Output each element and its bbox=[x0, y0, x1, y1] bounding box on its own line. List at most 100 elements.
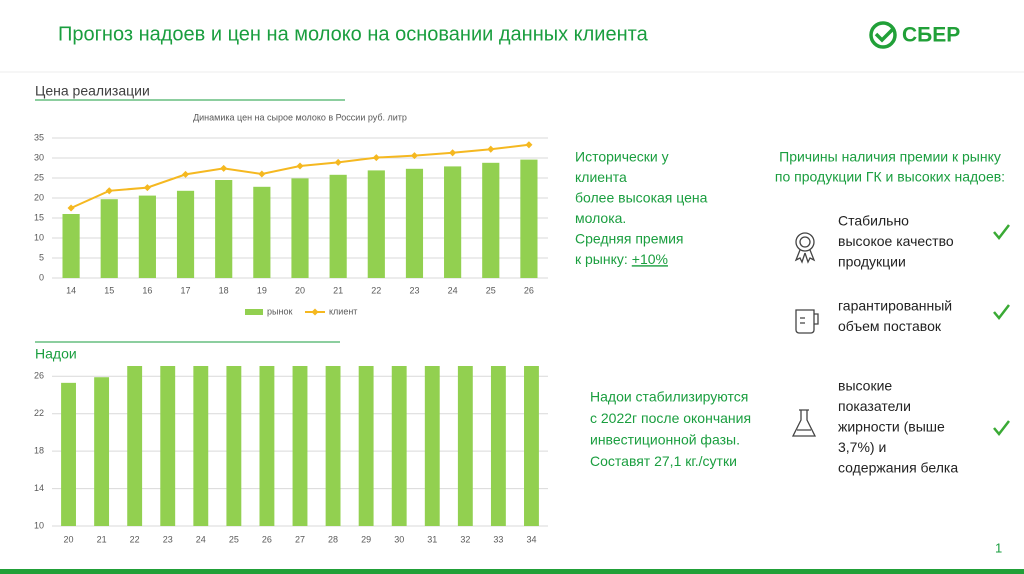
x-tick-label: 21 bbox=[333, 285, 343, 295]
bar bbox=[329, 174, 347, 278]
y-tick-label: 25 bbox=[34, 172, 44, 182]
y-tick-label: 10 bbox=[34, 232, 44, 242]
reason-line: жирности (выше bbox=[838, 419, 945, 435]
bar bbox=[253, 186, 271, 278]
reason-line: продукции bbox=[838, 254, 906, 270]
y-tick-label: 35 bbox=[34, 132, 44, 142]
x-tick-label: 16 bbox=[142, 285, 152, 295]
note-line: инвестиционной фазы. bbox=[590, 432, 740, 448]
logo-text: СБЕР bbox=[902, 24, 960, 47]
bar bbox=[61, 382, 76, 526]
page-number: 1 bbox=[995, 540, 1002, 555]
x-tick-label: 14 bbox=[66, 285, 76, 295]
bar bbox=[100, 199, 118, 278]
x-tick-label: 17 bbox=[181, 285, 191, 295]
point bbox=[372, 154, 380, 162]
note-line: к рынку: bbox=[575, 251, 628, 267]
legend-label: рынок bbox=[267, 306, 292, 316]
bar bbox=[193, 366, 209, 526]
slide-title: Прогноз надоев и цен на молоко на основа… bbox=[58, 23, 649, 45]
bar bbox=[391, 366, 407, 526]
x-tick-label: 18 bbox=[219, 285, 229, 295]
logo-ring bbox=[869, 21, 897, 49]
x-tick-label: 34 bbox=[526, 534, 536, 544]
x-tick-label: 26 bbox=[524, 285, 534, 295]
checkmark bbox=[993, 224, 1010, 240]
point bbox=[143, 184, 151, 192]
bar bbox=[138, 195, 156, 278]
reason-line: объем поставок bbox=[838, 318, 942, 334]
x-tick-label: 26 bbox=[262, 534, 272, 544]
point bbox=[296, 162, 304, 170]
point bbox=[525, 141, 533, 149]
bar bbox=[482, 162, 500, 278]
bar bbox=[490, 366, 506, 526]
checkmark bbox=[993, 304, 1010, 320]
x-tick-label: 22 bbox=[371, 285, 381, 295]
legend-label: клиент bbox=[329, 306, 357, 316]
x-tick-label: 28 bbox=[328, 534, 338, 544]
note-line: более высокая цена bbox=[575, 190, 708, 206]
note-line: клиента bbox=[575, 169, 627, 185]
y-tick-label: 0 bbox=[39, 272, 44, 282]
x-tick-label: 23 bbox=[163, 534, 173, 544]
x-tick-label: 25 bbox=[229, 534, 239, 544]
point bbox=[182, 170, 190, 178]
point bbox=[105, 187, 113, 195]
bar bbox=[292, 366, 308, 526]
bar bbox=[127, 366, 143, 526]
bar bbox=[94, 377, 110, 526]
chart-title: Динамика цен на сырое молоко в России ру… bbox=[193, 112, 407, 122]
reason-line: высокие bbox=[838, 378, 892, 394]
legend-swatch bbox=[245, 309, 263, 315]
reasons-heading: по продукции ГК и высоких надоев: bbox=[775, 169, 1005, 185]
section-title: Надои bbox=[35, 346, 77, 362]
y-tick-label: 30 bbox=[34, 152, 44, 162]
bar bbox=[367, 170, 385, 278]
y-tick-label: 20 bbox=[34, 192, 44, 202]
icons bbox=[791, 232, 819, 437]
bar bbox=[325, 366, 341, 526]
note-line: с 2022г после окончания bbox=[590, 410, 751, 426]
bar bbox=[405, 168, 424, 278]
reason-line: 3,7%) и bbox=[838, 439, 886, 455]
y-tick-label: 5 bbox=[39, 252, 44, 262]
reason-line: содержания белка bbox=[838, 460, 958, 476]
bar bbox=[358, 366, 374, 526]
x-tick-label: 23 bbox=[409, 285, 419, 295]
bar bbox=[520, 159, 538, 278]
logo: СБЕР bbox=[869, 21, 960, 49]
point bbox=[67, 204, 75, 212]
note-premium: +10% bbox=[632, 251, 668, 267]
y-tick-label: 22 bbox=[34, 408, 44, 418]
bar bbox=[62, 214, 80, 278]
bar bbox=[215, 180, 233, 278]
y-tick-label: 26 bbox=[34, 371, 44, 381]
x-tick-label: 15 bbox=[104, 285, 114, 295]
x-tick-label: 29 bbox=[361, 534, 371, 544]
x-tick-label: 24 bbox=[196, 534, 206, 544]
bar bbox=[444, 166, 462, 278]
checkmarks bbox=[993, 224, 1010, 436]
y-tick-label: 10 bbox=[34, 520, 44, 530]
logo-check bbox=[874, 26, 896, 43]
section-title: Цена реализации bbox=[35, 83, 150, 99]
point bbox=[258, 170, 266, 178]
note-line: Составят 27,1 кг./сутки bbox=[590, 453, 737, 469]
reasons-heading: Причины наличия премии к рынку bbox=[779, 149, 1001, 165]
bar bbox=[160, 366, 176, 526]
point bbox=[449, 149, 457, 157]
x-tick-label: 25 bbox=[486, 285, 496, 295]
bar bbox=[176, 190, 195, 278]
bar bbox=[291, 178, 309, 278]
y-tick-label: 14 bbox=[34, 483, 44, 493]
x-tick-label: 20 bbox=[295, 285, 305, 295]
x-tick-label: 31 bbox=[427, 534, 437, 544]
point bbox=[410, 152, 418, 160]
fat-icon bbox=[791, 409, 817, 437]
y-tick-label: 15 bbox=[34, 212, 44, 222]
x-tick-label: 22 bbox=[130, 534, 140, 544]
bar bbox=[457, 366, 473, 526]
x-tick-label: 27 bbox=[295, 534, 305, 544]
